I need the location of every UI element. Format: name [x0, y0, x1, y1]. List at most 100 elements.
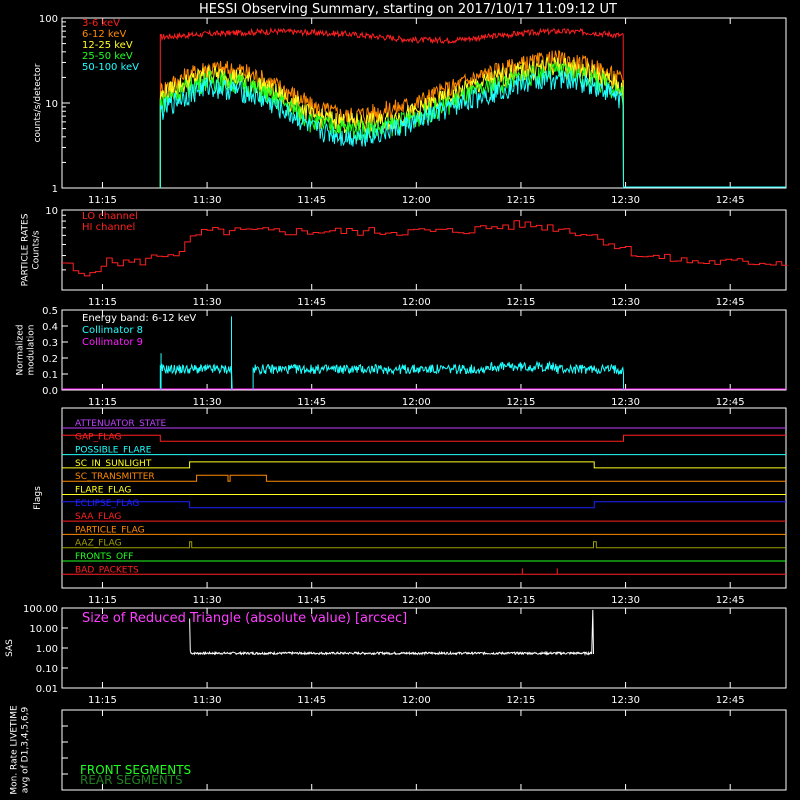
modulation-panel-xtick-label: 11:45 [297, 397, 326, 408]
particle-legend-lo: LO channel [82, 211, 138, 222]
livetime-panel-frame [61, 709, 787, 791]
livetime-ylabel: Mon. Rate LIVETIME [10, 705, 20, 795]
particle-panel-xtick-label: 12:00 [402, 297, 431, 308]
particle-ytick-label: 10 [45, 206, 58, 217]
counts-series-3-6-kev [159, 26, 624, 189]
flags-ylabel: Flags [33, 486, 43, 510]
modulation-ytick-label: 0.2 [42, 354, 58, 365]
modulation-ytick-label: 0.0 [42, 386, 58, 397]
modulation-ytick-label: 0.4 [42, 322, 58, 333]
sas-ytick-label: 0.01 [36, 684, 58, 695]
flag-line-sc_in_sunlight [62, 461, 786, 469]
particle-panel-xtick-label: 12:30 [611, 297, 640, 308]
counts-legend-1: 6-12 keV [82, 29, 126, 40]
counts-ytick-label: 10 [45, 99, 58, 110]
flags-panel-xtick-label: 12:15 [507, 595, 536, 606]
modulation-panel-xtick-label: 11:15 [88, 397, 117, 408]
counts-panel-xtick-label: 12:45 [716, 195, 745, 206]
flag-label-particle_flag: PARTICLE_FLAG [75, 525, 145, 535]
counts-panel-xtick-label: 11:15 [88, 195, 117, 206]
particle-legend-hi: HI channel [82, 222, 135, 233]
flags-panel-xtick-label: 11:15 [88, 595, 117, 606]
sas-panel-xtick-label: 12:45 [716, 695, 745, 706]
livetime-legend-front: FRONT SEGMENTS [80, 763, 191, 777]
sas-panel-xtick-label: 12:15 [507, 695, 536, 706]
counts-panel-xtick-label: 11:30 [193, 195, 222, 206]
flag-label-sc_transmitter: SC_TRANSMITTER [75, 472, 155, 482]
flag-label-attenuator_state: ATTENUATOR_STATE [75, 419, 167, 429]
flag-line-eclipse_flag [62, 501, 786, 509]
flag-label-flare_flag: FLARE_FLAG [75, 486, 131, 496]
sas-ytick-label: 0.10 [36, 664, 58, 675]
sas-ytick-label: 10.00 [29, 624, 58, 635]
modulation-panel-xtick-label: 11:30 [193, 397, 222, 408]
counts-legend-0: 3-6 keV [82, 18, 120, 29]
counts-legend-2: 12-25 keV [82, 40, 133, 51]
particle-series-hi [62, 220, 788, 277]
modulation-annotation: Energy band: 6-12 keV [82, 313, 196, 324]
flags-panel-frame [61, 407, 787, 589]
counts-ytick-label: 1 [52, 184, 58, 195]
flag-line-gap_flag [62, 434, 786, 442]
modulation-collimator8-seg1 [252, 360, 624, 390]
counts-panel-xtick-label: 12:00 [402, 195, 431, 206]
sas-annotation: Size of Reduced Triangle (absolute value… [82, 611, 407, 626]
livetime-ylabel: avg of D1,3,4,5,6,9 [21, 706, 31, 793]
sas-panel-xtick-label: 11:30 [193, 695, 222, 706]
flag-label-sc_in_sunlight: SC_IN_SUNLIGHT [75, 459, 152, 469]
modulation-collimator8-seg0 [159, 363, 233, 391]
flag-label-saa_flag: SAA_FLAG [75, 512, 121, 522]
modulation-ytick-label: 0.3 [42, 338, 58, 349]
flags-panel-xtick-label: 11:30 [193, 595, 222, 606]
modulation-panel-frame [61, 309, 787, 391]
particle-ylabel: Counts/s [32, 230, 42, 269]
particle-panel-frame [61, 209, 787, 291]
sas-panel-xtick-label: 12:00 [402, 695, 431, 706]
particle-panel-xtick-label: 12:15 [507, 297, 536, 308]
modulation-panel-xtick-label: 12:15 [507, 397, 536, 408]
particle-panel-xtick-label: 11:30 [193, 297, 222, 308]
flag-label-fronts_off: FRONTS_OFF [75, 552, 133, 562]
modulation-legend-c8: Collimator 8 [82, 325, 143, 336]
sas-ylabel: SAS [5, 639, 15, 657]
sas-ytick-label: 1.00 [36, 644, 58, 655]
flag-label-aaz_flag: AAZ_FLAG [75, 539, 122, 549]
flag-line-sc_transmitter [62, 474, 786, 482]
modulation-ylabel: Normalized [16, 324, 26, 375]
counts-panel-xtick-label: 12:15 [507, 195, 536, 206]
flags-panel-xtick-label: 11:45 [297, 595, 326, 606]
modulation-ylabel: modulation [27, 325, 37, 376]
flags-panel-xtick-label: 12:30 [611, 595, 640, 606]
panels-group: 11:15 11:30 11:45 12:00 12:15 12:30 12:45 1 10 10… [5, 14, 788, 795]
sas-series [189, 609, 594, 657]
flag-label-bad_packets: BAD_PACKETS [75, 565, 139, 575]
particle-panel-xtick-label: 12:45 [716, 297, 745, 308]
chart-title: HESSI Observing Summary, starting on 201… [199, 2, 617, 17]
sas-panel-xtick-label: 11:45 [297, 695, 326, 706]
sas-ytick-label: 100.00 [23, 604, 58, 615]
modulation-panel-xtick-label: 12:30 [611, 397, 640, 408]
flag-label-eclipse_flag: ECLIPSE_FLAG [75, 499, 139, 509]
flag-line-aaz_flag [62, 541, 786, 549]
counts-panel-xtick-label: 11:45 [297, 195, 326, 206]
particle-panel-xtick-label: 11:45 [297, 297, 326, 308]
sas-panel-xtick-label: 12:30 [611, 695, 640, 706]
flag-label-possible_flare: POSSIBLE_FLARE [75, 446, 152, 456]
modulation-ytick-label: 0.1 [42, 370, 58, 381]
modulation-legend-c9: Collimator 9 [82, 337, 143, 348]
flags-panel-xtick-label: 12:00 [402, 595, 431, 606]
sas-panel-xtick-label: 11:15 [88, 695, 117, 706]
modulation-panel-xtick-label: 12:45 [716, 397, 745, 408]
counts-legend-4: 50-100 keV [82, 62, 139, 73]
counts-series-50-100-kev [159, 70, 624, 189]
counts-ytick-label: 100 [39, 14, 58, 25]
livetime-legend-rear: REAR SEGMENTS [80, 773, 183, 787]
counts-legend-3: 25-50 keV [82, 51, 133, 62]
flags-panel-xtick-label: 12:45 [716, 595, 745, 606]
modulation-ytick-label: 0.5 [42, 306, 58, 317]
flag-label-gap_flag: GAP_FLAG [75, 432, 121, 442]
counts-ylabel: counts/s/detector [33, 63, 43, 142]
modulation-panel-xtick-label: 12:00 [402, 397, 431, 408]
particle-ylabel: PARTICLE RATES [21, 213, 31, 286]
